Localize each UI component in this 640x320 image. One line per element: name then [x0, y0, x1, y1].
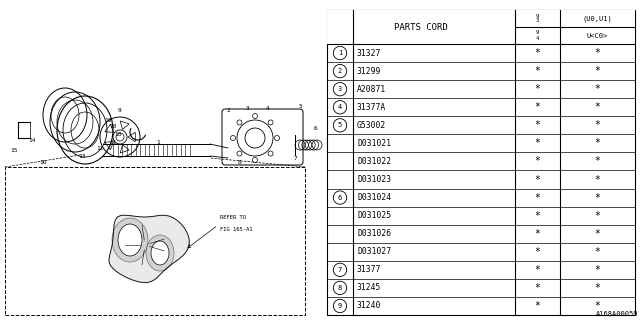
Text: 10: 10 — [104, 117, 112, 123]
Text: 1: 1 — [156, 140, 160, 145]
Text: 5: 5 — [298, 105, 302, 109]
Text: *: * — [595, 301, 600, 311]
Text: *: * — [534, 156, 540, 166]
Text: 16: 16 — [39, 159, 47, 164]
Ellipse shape — [151, 241, 169, 265]
Text: *: * — [534, 66, 540, 76]
Text: 9: 9 — [338, 303, 342, 309]
Circle shape — [253, 157, 257, 163]
Text: *: * — [534, 229, 540, 239]
Text: U<C0>: U<C0> — [587, 33, 608, 38]
Text: *: * — [534, 211, 540, 220]
Text: 31377: 31377 — [357, 265, 381, 274]
Text: *: * — [595, 265, 600, 275]
Text: *: * — [595, 84, 600, 94]
Polygon shape — [109, 215, 189, 283]
Text: A168A00059: A168A00059 — [595, 311, 638, 317]
Text: *: * — [595, 102, 600, 112]
Circle shape — [237, 120, 242, 125]
Text: 7: 7 — [293, 156, 297, 161]
Text: 2: 2 — [338, 68, 342, 74]
Text: *: * — [595, 174, 600, 185]
Text: 1: 1 — [338, 50, 342, 56]
Text: G53002: G53002 — [357, 121, 387, 130]
Text: 10: 10 — [109, 124, 116, 130]
Text: *: * — [534, 120, 540, 130]
Text: D031024: D031024 — [357, 193, 391, 202]
Text: 4: 4 — [338, 104, 342, 110]
Text: 11: 11 — [109, 140, 116, 145]
Ellipse shape — [146, 235, 174, 271]
Ellipse shape — [118, 224, 142, 256]
Text: *: * — [534, 247, 540, 257]
Text: 7: 7 — [338, 267, 342, 273]
Text: *: * — [534, 193, 540, 203]
Text: D031022: D031022 — [357, 157, 391, 166]
Text: 31299: 31299 — [357, 67, 381, 76]
Text: 9: 9 — [118, 108, 122, 113]
Text: REFER TO: REFER TO — [220, 215, 246, 220]
Text: *: * — [534, 84, 540, 94]
Text: D031023: D031023 — [357, 175, 391, 184]
Text: *: * — [534, 283, 540, 293]
Text: *: * — [534, 48, 540, 58]
Circle shape — [275, 135, 280, 140]
Text: 8: 8 — [338, 285, 342, 291]
Text: 15: 15 — [10, 148, 18, 153]
Text: *: * — [534, 265, 540, 275]
Text: 14: 14 — [28, 138, 36, 142]
Text: 5: 5 — [338, 122, 342, 128]
Text: *: * — [534, 102, 540, 112]
Text: 6: 6 — [338, 195, 342, 201]
Circle shape — [268, 151, 273, 156]
Circle shape — [237, 151, 242, 156]
Text: *: * — [534, 301, 540, 311]
Text: D031021: D031021 — [357, 139, 391, 148]
Text: 8: 8 — [238, 159, 242, 164]
Text: *: * — [595, 138, 600, 148]
Text: 10: 10 — [115, 132, 122, 138]
Text: *: * — [534, 138, 540, 148]
Bar — [327, 10, 635, 44]
Text: 31327: 31327 — [357, 49, 381, 58]
Text: 3: 3 — [246, 106, 250, 110]
Text: *: * — [595, 283, 600, 293]
Text: 6: 6 — [313, 125, 317, 131]
Text: *: * — [595, 211, 600, 220]
Text: *: * — [595, 193, 600, 203]
Circle shape — [230, 135, 236, 140]
Text: *: * — [595, 48, 600, 58]
Text: *: * — [595, 247, 600, 257]
Text: *: * — [595, 120, 600, 130]
Text: *: * — [595, 229, 600, 239]
Ellipse shape — [112, 218, 148, 262]
Text: A20871: A20871 — [357, 85, 387, 94]
Text: (U0,U1): (U0,U1) — [582, 15, 612, 22]
Text: 31245: 31245 — [357, 284, 381, 292]
Text: PARTS CORD: PARTS CORD — [394, 22, 448, 31]
Text: 2: 2 — [226, 108, 230, 114]
Bar — [5, 167, 305, 315]
Text: *: * — [595, 66, 600, 76]
Text: *: * — [595, 156, 600, 166]
Text: 4: 4 — [266, 106, 270, 110]
Text: D031025: D031025 — [357, 211, 391, 220]
Text: D031026: D031026 — [357, 229, 391, 238]
Bar — [327, 10, 635, 315]
Text: 3: 3 — [338, 86, 342, 92]
Text: 31377A: 31377A — [357, 103, 387, 112]
Text: 31240: 31240 — [357, 301, 381, 310]
Text: 9
4: 9 4 — [536, 30, 539, 41]
Circle shape — [268, 120, 273, 125]
Text: FIG 165-A1: FIG 165-A1 — [220, 227, 253, 232]
Text: *: * — [534, 174, 540, 185]
Circle shape — [253, 114, 257, 118]
Text: 9
3: 9 3 — [536, 13, 539, 23]
Text: D031027: D031027 — [357, 247, 391, 256]
Text: 12: 12 — [96, 147, 104, 151]
Text: 13: 13 — [78, 155, 86, 159]
